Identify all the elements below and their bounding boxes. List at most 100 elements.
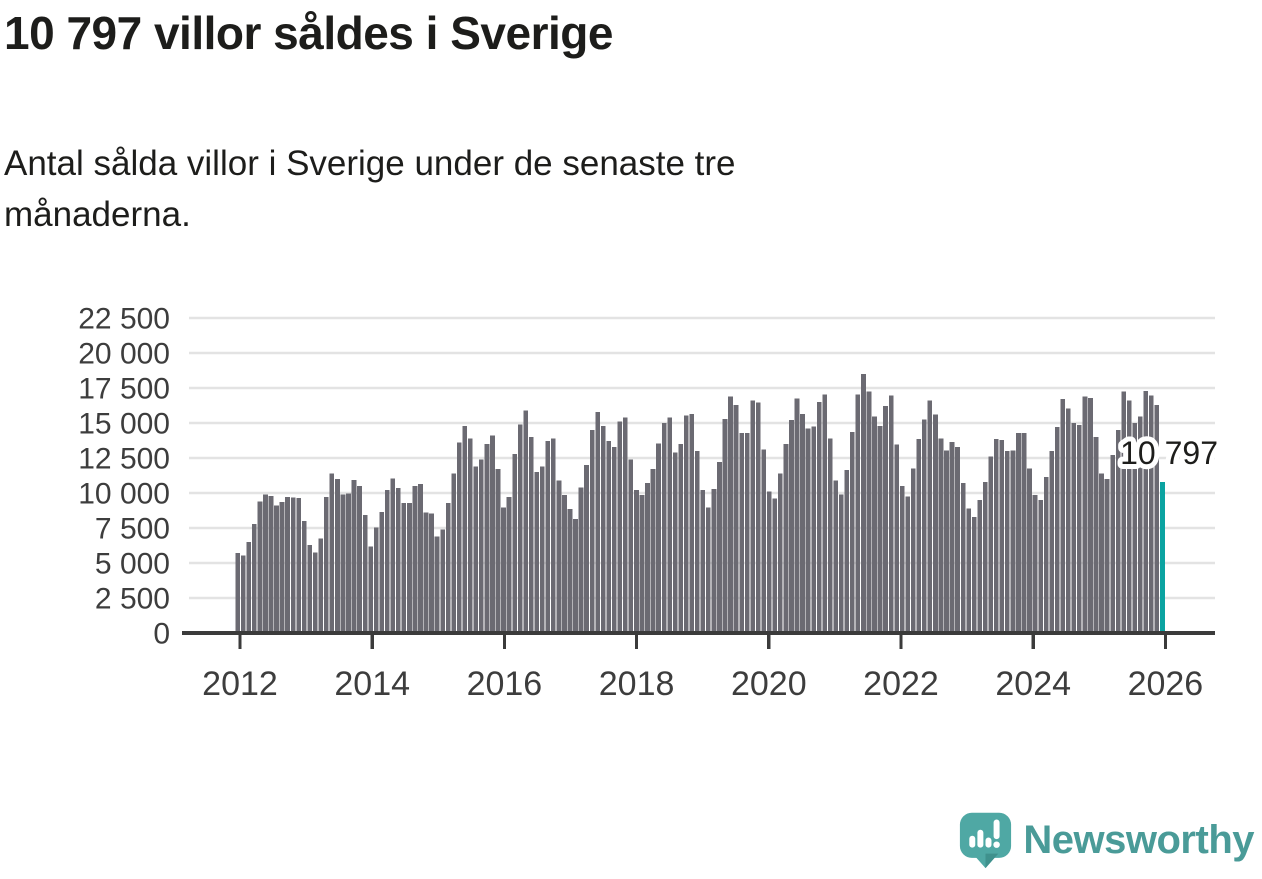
bar [683,415,689,633]
x-tick-mark [370,635,374,649]
bar [1049,451,1055,633]
bar [1065,408,1071,633]
bar [467,438,473,633]
bar [899,486,905,633]
x-axis-label: 2014 [334,665,410,703]
bar [578,487,584,633]
bar [539,466,545,633]
bar [877,425,883,633]
bar [850,432,855,633]
bar [357,486,362,633]
x-tick-mark [1031,635,1035,649]
chart-subtitle: Antal sålda villor i Sverige under de se… [4,144,736,235]
bar [1143,390,1149,633]
bar [694,451,700,633]
bar [290,497,296,633]
bar [1082,396,1088,633]
bar [390,478,396,633]
bar [556,480,562,633]
bar [733,404,739,633]
bar [351,479,357,633]
bar [562,495,567,633]
bar [274,505,279,633]
bar [462,425,468,633]
bar [811,426,816,633]
y-axis-label: 7 500 [95,513,170,546]
bar [838,494,844,633]
bar [744,432,750,633]
bar [473,466,479,633]
bar [407,502,412,633]
bar [916,439,922,633]
x-axis-label: 2026 [1128,665,1204,703]
bar [789,420,794,633]
bar [1104,479,1110,633]
bar [506,497,512,633]
bar [622,417,628,633]
bar [268,495,274,633]
y-axis-label: 12 500 [78,443,170,476]
bar [285,497,290,633]
bar [1032,495,1038,633]
bar [589,430,595,633]
bar [921,419,927,633]
bar [1043,476,1049,633]
bar [307,544,313,633]
y-axis-label: 5 000 [95,548,170,581]
x-axis-label: 2016 [467,665,543,703]
bar [910,468,916,633]
bar [246,542,252,633]
bar [977,500,983,633]
bar [827,438,833,633]
bar [440,529,445,633]
bar [617,421,623,633]
bar [750,400,756,633]
bar [551,438,556,633]
x-tick-mark [899,635,903,649]
bar [739,432,744,633]
bar [346,493,351,633]
bar [672,452,678,633]
bar [573,518,578,633]
bar [960,483,966,633]
bar [495,469,501,633]
bar [722,418,728,633]
bar [866,391,872,633]
bar [844,469,850,633]
bar [301,521,307,633]
bar [257,501,263,633]
bar [279,502,285,633]
bar [1060,399,1066,633]
bar [1132,423,1138,633]
bar [296,498,302,633]
bar [451,473,457,633]
bar [368,546,373,633]
y-axis-label: 22 500 [78,303,170,336]
bar [628,459,634,633]
bar [418,483,423,633]
bar [434,536,440,633]
bar [955,446,960,633]
bar [384,490,390,633]
y-axis-label: 10 000 [78,478,170,511]
bar [423,512,429,633]
bar [816,402,822,633]
x-tick-mark [1163,635,1167,649]
bar [645,483,650,633]
bar [534,472,540,633]
bar [1137,416,1143,633]
bar [772,498,778,633]
bar [340,494,346,633]
bar [456,442,462,633]
bar [1077,425,1082,633]
bar [993,439,999,633]
bar [412,486,418,633]
bar [966,508,971,633]
chart-title: 10 797 villor såldes i Sverige [4,7,613,59]
bar [373,527,379,633]
bar [717,462,722,633]
bar [805,428,811,633]
bar [523,410,529,633]
